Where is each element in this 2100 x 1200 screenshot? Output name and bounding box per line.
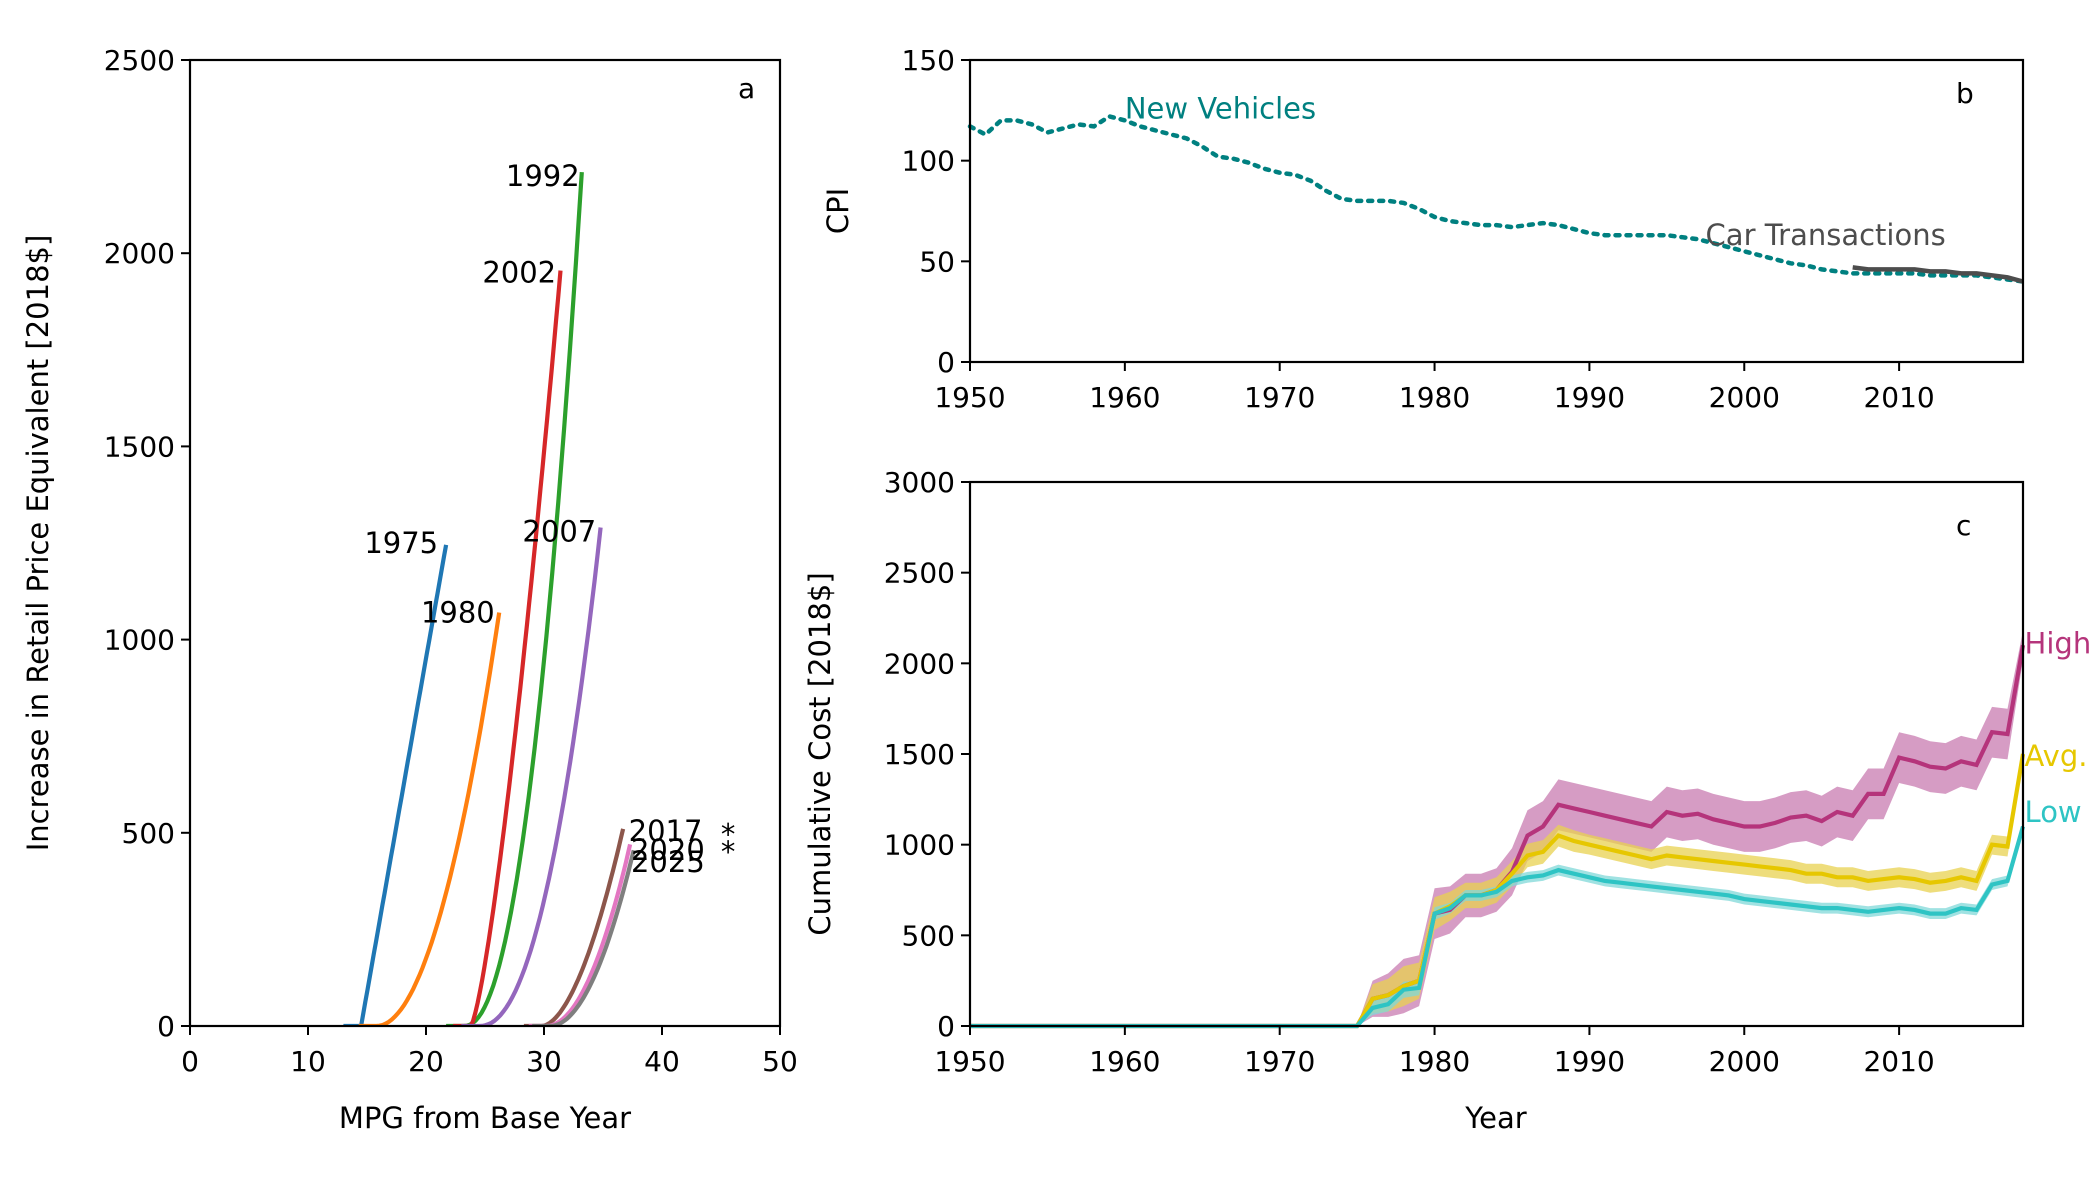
x-tick-label: 1960 <box>1089 381 1160 414</box>
panel-c-ticks: 1950 1960 1970 1980 1990 2000 2010 0 500 1000 1500… <box>884 466 1935 1078</box>
curve-label: * <box>721 835 736 869</box>
curve-label: 1992 <box>506 159 580 193</box>
band-high <box>1357 630 2023 1026</box>
series-line-2002 <box>453 270 563 1026</box>
x-tick-label: 1980 <box>1399 1045 1470 1078</box>
panel-c-ylabel: Cumulative Cost [2018$] <box>803 572 837 935</box>
y-tick-label: 500 <box>902 919 955 952</box>
series-line-1975 <box>343 544 449 1026</box>
x-tick-label: 2000 <box>1709 381 1780 414</box>
y-tick-label: 2000 <box>884 647 955 680</box>
panel-a-letter: a <box>738 72 755 105</box>
y-tick-label: 2000 <box>104 237 175 270</box>
series-line-high <box>970 644 2026 1029</box>
x-tick-label: 2000 <box>1709 1045 1780 1078</box>
x-tick-label: 30 <box>526 1045 562 1078</box>
x-tick-label: 1970 <box>1244 1045 1315 1078</box>
x-tick-label: 40 <box>644 1045 680 1078</box>
series-line-2025 <box>532 849 636 1026</box>
y-tick-label: 1500 <box>104 430 175 463</box>
series-line-car-transactions <box>1852 265 2024 284</box>
x-tick-label: 1950 <box>934 1045 1005 1078</box>
y-tick-label: 1000 <box>104 624 175 657</box>
curve-label: * <box>721 818 736 852</box>
y-tick-label: 100 <box>902 145 955 178</box>
y-tick-label: 0 <box>937 346 955 379</box>
y-tick-label: 150 <box>902 44 955 77</box>
panel-a-frame <box>188 58 782 1028</box>
x-tick-label: 0 <box>181 1045 199 1078</box>
series-line-1992 <box>446 171 584 1026</box>
series-line-low <box>970 825 2026 1029</box>
y-tick-label: 3000 <box>884 466 955 499</box>
series-line-new-vehicles <box>967 113 2026 284</box>
y-tick-label: 2500 <box>884 557 955 590</box>
panel-c-plot-area <box>970 630 2026 1029</box>
x-tick-label: 2010 <box>1863 1045 1934 1078</box>
y-tick-label: 1000 <box>884 829 955 862</box>
series-line-2007 <box>461 527 603 1026</box>
x-tick-label: 10 <box>290 1045 326 1078</box>
curve-label: 2002 <box>482 256 556 290</box>
panel-b-ticks: 1950 1960 1970 1980 1990 2000 2010 0 50 100 150 <box>902 44 1935 414</box>
series-line-2017 <box>523 828 626 1026</box>
panel-c-frame <box>968 480 2025 1028</box>
panel-a-ylabel: Increase in Retail Price Equivalent [201… <box>21 235 55 852</box>
panel-c-xlabel: Year <box>1464 1101 1526 1135</box>
panel-b-plot-area <box>967 113 2026 284</box>
y-tick-label: 50 <box>919 245 955 278</box>
panel-a-xlabel: MPG from Base Year <box>339 1101 631 1135</box>
x-tick-label: 1950 <box>934 381 1005 414</box>
panel-a-plot-area <box>343 171 636 1026</box>
series-annotation: Low <box>2025 795 2082 829</box>
band-low <box>1357 822 2023 1026</box>
x-tick-label: 1990 <box>1554 381 1625 414</box>
x-tick-label: 1990 <box>1554 1045 1625 1078</box>
series-annotation: High <box>2025 626 2092 660</box>
x-tick-label: 20 <box>408 1045 444 1078</box>
series-annotation: Avg. <box>2025 739 2088 773</box>
series-annotation: Car Transactions <box>1706 218 1946 252</box>
series-annotation: New Vehicles <box>1125 91 1316 125</box>
curve-label: 1975 <box>364 526 438 560</box>
panel-b-ylabel: CPI <box>821 188 855 234</box>
x-tick-label: 50 <box>762 1045 798 1078</box>
y-tick-label: 1500 <box>884 738 955 771</box>
y-tick-label: 500 <box>122 817 175 850</box>
x-tick-label: 2010 <box>1863 381 1934 414</box>
x-tick-label: 1980 <box>1399 381 1470 414</box>
y-tick-label: 0 <box>937 1010 955 1043</box>
curve-label: 2020 <box>631 833 705 867</box>
panel-b-frame <box>968 58 2025 364</box>
curve-label: 2017 <box>629 814 703 848</box>
x-tick-label: 1970 <box>1244 381 1315 414</box>
band-avg <box>1357 746 2023 1026</box>
y-tick-label: 2500 <box>104 44 175 77</box>
panel-c: 1950 1960 1970 1980 1990 2000 2010 0 500 1000 1500… <box>803 466 2091 1135</box>
curve-label: 2007 <box>522 514 596 548</box>
panel-c-letter: c <box>1956 509 1971 542</box>
curve-label: 2025 <box>631 845 705 879</box>
curve-label: 1980 <box>421 596 495 630</box>
y-tick-label: 0 <box>157 1010 175 1043</box>
panel-b-letter: b <box>1956 77 1974 110</box>
x-tick-label: 1960 <box>1089 1045 1160 1078</box>
series-line-1980 <box>358 612 502 1026</box>
